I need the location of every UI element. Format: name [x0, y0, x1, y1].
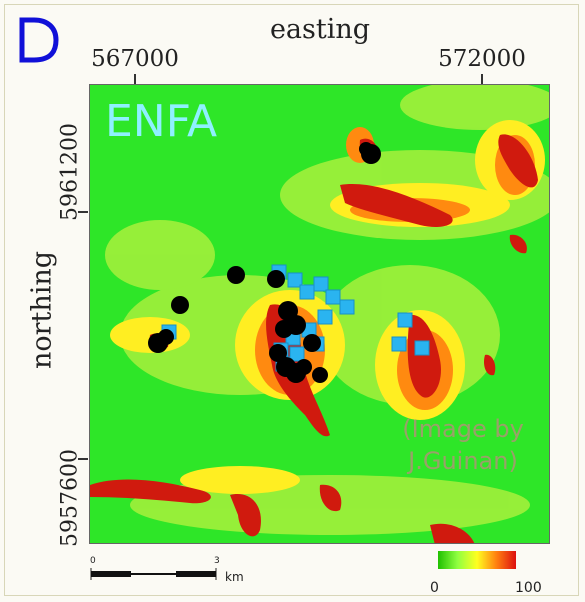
- black-circle-marker[interactable]: [267, 270, 285, 288]
- map-title: ENFA: [105, 96, 218, 147]
- y-tick-label: 5957600: [57, 449, 83, 547]
- black-circle-markers: [148, 142, 381, 383]
- habitat-suitability-map[interactable]: [89, 84, 550, 544]
- cyan-square-marker[interactable]: [391, 336, 407, 352]
- scale-bar: 0 3 km: [90, 556, 290, 590]
- image-credit: (Image by J.Guinan): [383, 413, 543, 477]
- panel-letter-d: [19, 17, 59, 63]
- legend-max-label: 100: [515, 580, 542, 596]
- cyan-square-marker[interactable]: [289, 346, 305, 362]
- cyan-square-marker[interactable]: [414, 340, 430, 356]
- black-circle-marker[interactable]: [275, 320, 293, 338]
- figure-frame: [4, 4, 579, 596]
- cyan-square-marker[interactable]: [397, 312, 413, 328]
- black-circle-marker[interactable]: [171, 296, 189, 314]
- black-circle-marker[interactable]: [158, 329, 174, 345]
- x-tick-label: 572000: [438, 46, 526, 72]
- black-circle-marker[interactable]: [269, 344, 287, 362]
- cyan-square-marker[interactable]: [317, 309, 333, 325]
- legend-color-ramp: [438, 551, 516, 569]
- cyan-square-marker[interactable]: [313, 276, 329, 292]
- x-tick-label: 567000: [91, 46, 179, 72]
- y-tick-label: 5961200: [57, 123, 83, 221]
- y-tick-mark: [78, 211, 88, 213]
- y-tick-mark: [78, 458, 88, 460]
- legend-min-label: 0: [430, 580, 439, 596]
- x-axis-title: easting: [269, 14, 371, 45]
- black-circle-marker[interactable]: [312, 367, 328, 383]
- y-axis-title: northing: [26, 250, 58, 370]
- black-circle-marker[interactable]: [303, 334, 321, 352]
- map-raster: [90, 85, 549, 543]
- cyan-square-marker[interactable]: [339, 299, 355, 315]
- cyan-square-marker[interactable]: [325, 289, 341, 305]
- scale-start-label: 0: [90, 556, 96, 566]
- credit-line-1: (Image by: [402, 415, 524, 443]
- black-circle-marker[interactable]: [296, 359, 312, 375]
- black-circle-marker[interactable]: [227, 266, 245, 284]
- scale-unit-label: km: [225, 570, 244, 584]
- x-tick-mark: [481, 74, 483, 84]
- cyan-square-marker[interactable]: [287, 272, 303, 288]
- black-circle-marker[interactable]: [359, 142, 373, 156]
- scale-mid-label: 3: [214, 556, 220, 566]
- scale-bar-graphic: [90, 568, 217, 580]
- credit-line-2: J.Guinan): [408, 447, 518, 475]
- cyan-square-marker[interactable]: [299, 284, 315, 300]
- x-tick-mark: [134, 74, 136, 84]
